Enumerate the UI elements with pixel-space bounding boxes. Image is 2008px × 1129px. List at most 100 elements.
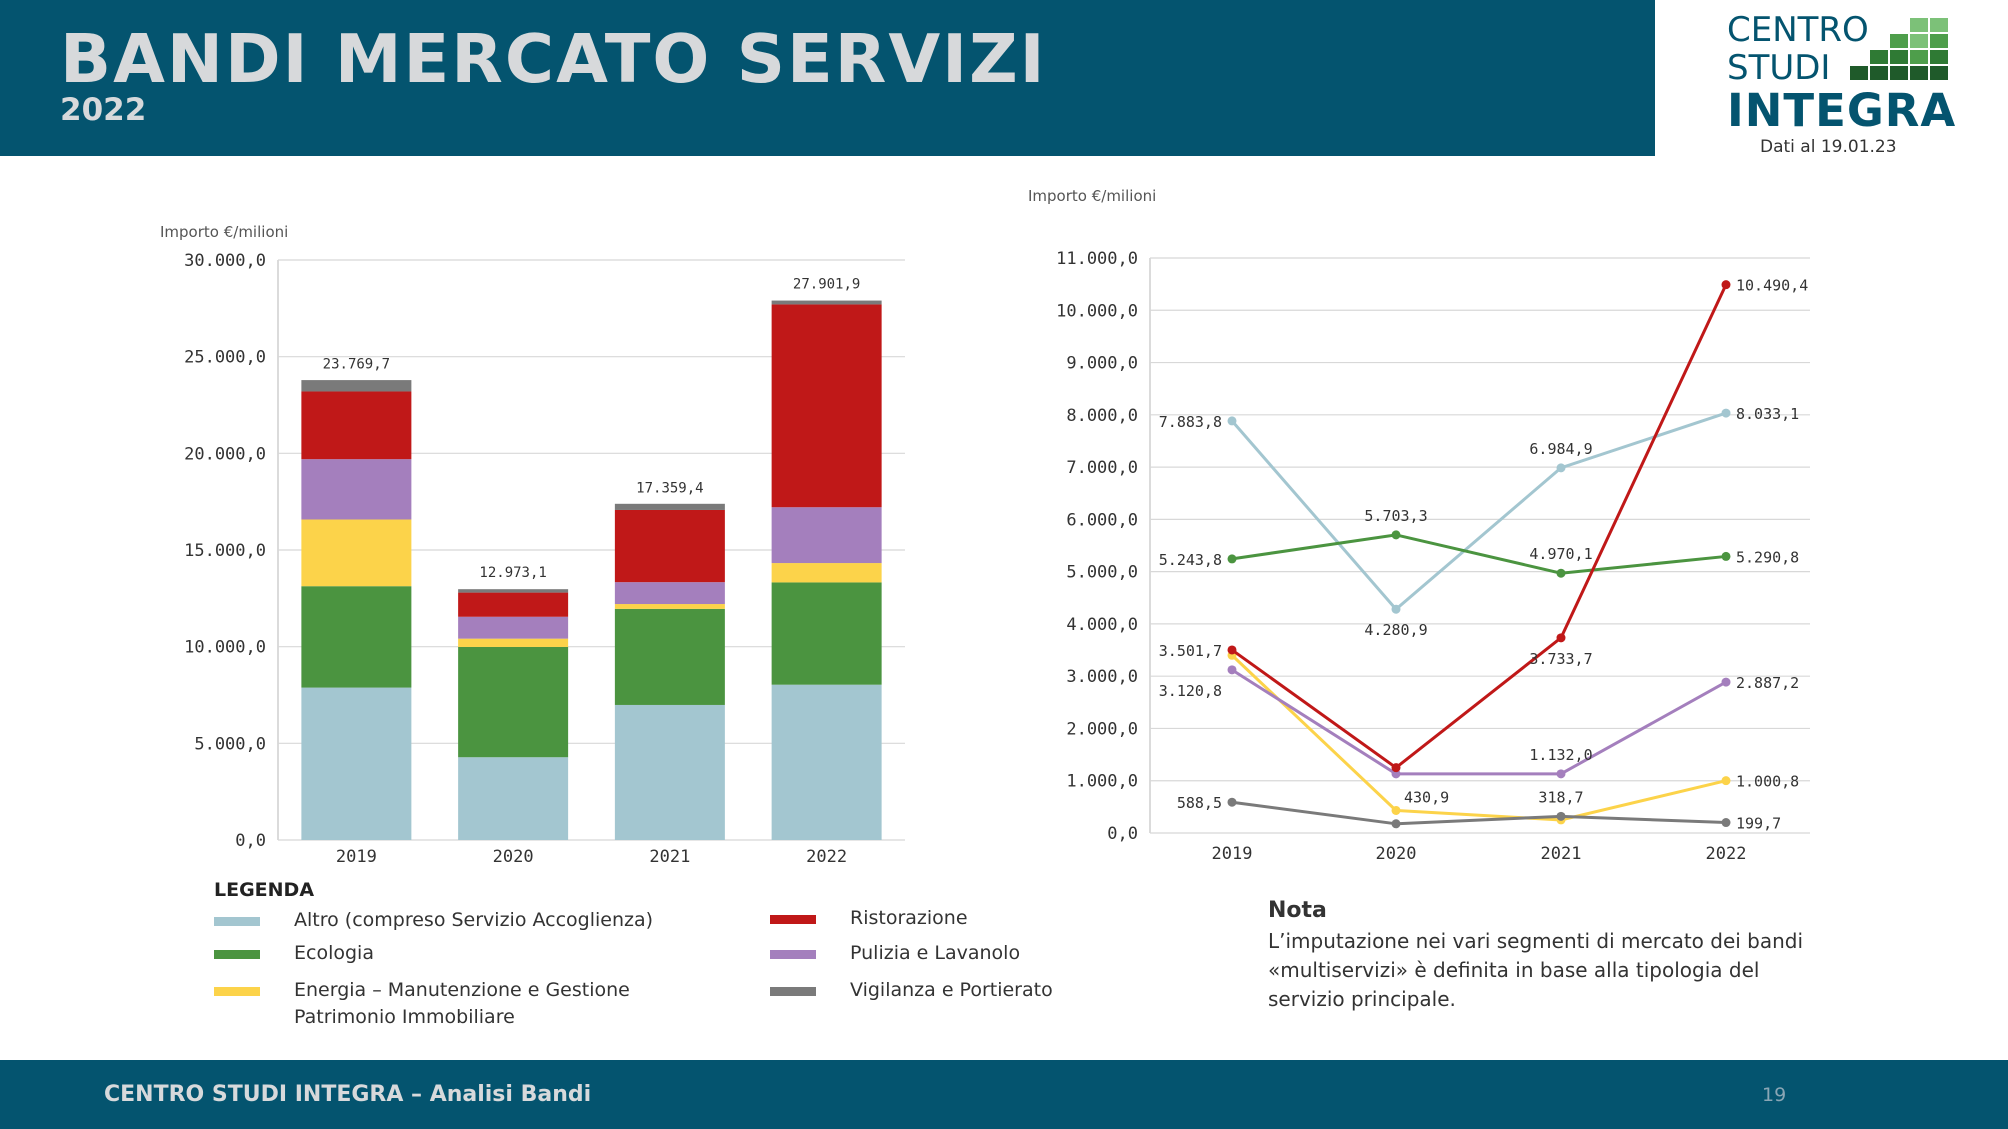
y-tick-label: 4.000,0 [1066, 615, 1138, 635]
bar-segment [614, 509, 725, 583]
series-line [1230, 654, 1727, 822]
bar-segment [771, 300, 882, 305]
legend-label: Energia – Manutenzione e Gestione Patrim… [294, 979, 630, 1028]
legend-item-ristorazione: Ristorazione [770, 905, 968, 932]
y-tick-label: 11.000,0 [1056, 249, 1138, 269]
data-label: 1.132,0 [1529, 746, 1592, 764]
x-tick-label: 2020 [1376, 844, 1417, 864]
page-number: 19 [1762, 1084, 1787, 1106]
data-label: 7.883,8 [1159, 413, 1222, 431]
bar-total-label: 27.901,9 [793, 277, 860, 293]
page-subtitle: 2022 [60, 92, 147, 128]
data-point [1721, 280, 1731, 290]
bar-segment [301, 391, 412, 460]
legend-label: Pulizia e Lavanolo [850, 942, 1021, 964]
data-label: 318,7 [1538, 788, 1583, 806]
legend-swatch [770, 915, 816, 924]
bar-segment [301, 687, 412, 840]
x-tick-label: 2022 [806, 847, 847, 867]
data-point [1556, 568, 1566, 578]
x-tick-label: 2021 [649, 847, 690, 867]
data-point [1391, 819, 1401, 829]
data-point [1227, 416, 1237, 426]
data-label: 5.703,3 [1364, 507, 1427, 525]
data-point [1556, 633, 1566, 643]
line-chart: 0,0 1.000,0 2.000,0 3.000,0 4.000,0 5.000,0 6.… [1056, 249, 1810, 864]
series-line [1231, 800, 1727, 826]
data-point [1556, 463, 1566, 473]
data-label: 6.984,9 [1529, 440, 1592, 458]
data-point [1721, 776, 1731, 786]
line-chart-ylabel: Importo €/milioni [1028, 187, 1157, 205]
x-tick-label: 2019 [336, 847, 377, 867]
data-point [1721, 551, 1731, 561]
data-label: 4.970,1 [1529, 545, 1592, 563]
bar-segment [458, 646, 569, 758]
bar-segment [301, 519, 412, 587]
data-point [1391, 805, 1401, 815]
y-tick-label: 25.000,0 [184, 348, 266, 368]
y-tick-label: 0,0 [1107, 824, 1138, 844]
legend-item-pulizia: Pulizia e Lavanolo [770, 940, 1020, 967]
legend-label: Ecologia [294, 942, 374, 964]
legend-swatch [214, 950, 260, 959]
bar-segment [458, 589, 569, 593]
y-tick-label: 10.000,0 [184, 638, 266, 658]
legend-swatch [214, 987, 260, 996]
y-tick-label: 5.000,0 [194, 734, 266, 754]
bar-total-label: 12.973,1 [479, 565, 546, 581]
series-line [1230, 411, 1727, 612]
data-label: 3.733,7 [1529, 650, 1592, 668]
legend-item-vigilanza: Vigilanza e Portierato [770, 977, 1053, 1004]
logo-text-studi: STUDI [1727, 48, 1831, 88]
data-label: 588,5 [1177, 794, 1222, 812]
data-label: 199,7 [1736, 815, 1781, 833]
legend-swatch [770, 950, 816, 959]
bar-segment [771, 684, 882, 840]
series-line [1231, 284, 1728, 770]
data-label: 430,9 [1404, 788, 1449, 806]
bar-segment [614, 503, 725, 510]
bar-segment [771, 304, 882, 508]
x-tick-label: 2022 [1706, 844, 1747, 864]
logo-text-centro: CENTRO [1727, 10, 1869, 50]
y-tick-label: 30.000,0 [184, 251, 266, 271]
data-point [1721, 677, 1731, 687]
y-tick-label: 6.000,0 [1066, 510, 1138, 530]
bar-segment [458, 638, 569, 647]
bar-segment [771, 582, 882, 685]
legend-item-energia: Energia – Manutenzione e Gestione Patrim… [214, 977, 630, 1031]
legend-label: Vigilanza e Portierato [850, 979, 1053, 1001]
data-date: Dati al 19.01.23 [1760, 137, 1897, 157]
bar-segment [458, 592, 569, 617]
bar-segment [301, 586, 412, 688]
data-point [1391, 604, 1401, 614]
data-label: 5.290,8 [1736, 548, 1799, 566]
logo: CENTRO STUDI INTEGRA Dati al 19.01.23 [1655, 0, 2008, 170]
data-point [1391, 763, 1401, 773]
legend-label: Altro (compreso Servizio Accoglienza) [294, 909, 654, 931]
y-tick-label: 8.000,0 [1066, 406, 1138, 426]
data-point [1556, 769, 1566, 779]
data-label: 2.887,2 [1736, 674, 1799, 692]
bar-segment [614, 582, 725, 605]
data-point [1721, 408, 1731, 418]
y-tick-label: 7.000,0 [1066, 458, 1138, 478]
legend-item-ecologia: Ecologia [214, 940, 374, 967]
data-label: 3.501,7 [1159, 642, 1222, 660]
bar-segment [458, 757, 569, 840]
x-tick-label: 2019 [1212, 844, 1253, 864]
y-tick-label: 0,0 [235, 831, 266, 851]
bar-segment [614, 704, 725, 840]
y-tick-label: 10.000,0 [1056, 301, 1138, 321]
logo-blocks-icon [1850, 18, 1948, 80]
data-label: 4.280,9 [1364, 621, 1427, 639]
x-tick-label: 2021 [1541, 844, 1582, 864]
data-point [1227, 797, 1237, 807]
data-point [1721, 818, 1731, 828]
x-tick-label: 2020 [493, 847, 534, 867]
header-banner: BANDI MERCATO SERVIZI 2022 [0, 0, 1655, 156]
data-point [1391, 530, 1401, 540]
data-label: 3.120,8 [1159, 682, 1222, 700]
legend-swatch [214, 917, 260, 926]
